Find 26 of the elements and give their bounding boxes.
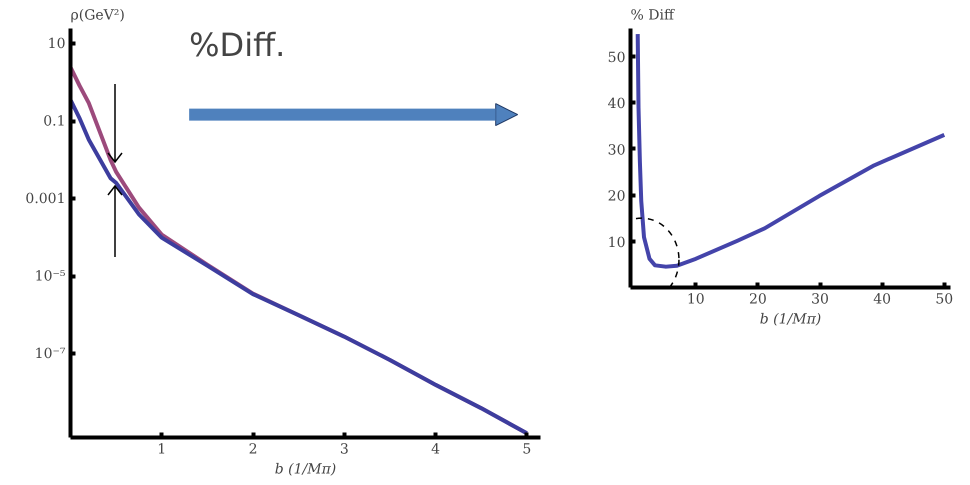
x-axis-title: b (1/Mπ) <box>760 312 822 328</box>
x-tick-label: 5 <box>522 442 532 458</box>
x-axis-title: b (1/Mπ) <box>274 462 336 478</box>
x-tick-label: 3 <box>340 442 349 458</box>
annotation: %Diff. <box>189 26 286 64</box>
y-tick-label: 20 <box>608 188 626 204</box>
x-tick-label: 50 <box>935 292 954 308</box>
y-tick-label: 40 <box>608 96 626 112</box>
y-tick-label: 10⁻⁵ <box>34 268 66 284</box>
y-axis-title: % Diff <box>630 8 675 24</box>
y-tick-label: 10⁻⁷ <box>34 346 66 362</box>
x-tick-label: 40 <box>873 292 892 308</box>
line-series <box>636 32 946 269</box>
x-tick-label: 10 <box>686 292 705 308</box>
x-tick-label: 4 <box>431 442 440 458</box>
x-tick-label: 1 <box>157 442 166 458</box>
y-tick-label: 10 <box>48 36 66 52</box>
x-tick-label: 20 <box>748 292 767 308</box>
y-tick-label: 0.001 <box>25 190 66 207</box>
y-tick-label: 0.1 <box>43 113 66 130</box>
y-axis-title: ρ(GeV²) <box>70 8 125 24</box>
y-tick-label: 30 <box>608 142 626 158</box>
x-tick-label: 2 <box>248 442 258 458</box>
y-tick-label: 10 <box>608 234 626 251</box>
x-tick-label: 30 <box>811 292 829 308</box>
y-tick-label: 50 <box>608 50 626 66</box>
